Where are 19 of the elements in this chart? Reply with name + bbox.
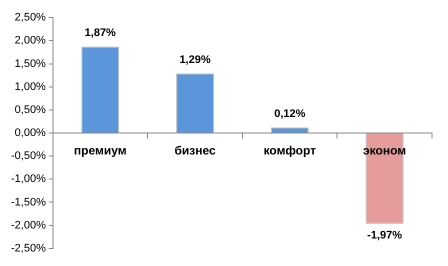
x-tick-label: эконом [363, 144, 406, 158]
data-label: 1,87% [84, 27, 116, 40]
x-tick-label: премиум [74, 144, 127, 158]
x-tick-label: бизнес [174, 144, 216, 158]
data-label: -1,97% [367, 229, 402, 242]
y-tick-label: 2,00% [14, 34, 46, 47]
data-label: 0,12% [274, 108, 306, 120]
y-tick-label: 1,50% [14, 58, 46, 70]
y-tick-label: -2,50% [10, 242, 46, 254]
y-tick-label: -1,50% [10, 196, 46, 208]
y-tick-label: -0,50% [10, 150, 46, 162]
y-tick-label: -1,00% [10, 173, 46, 186]
data-label: 1,29% [179, 54, 211, 66]
y-tick-label: 1,00% [14, 80, 46, 93]
x-tick-label: комфорт [264, 144, 316, 158]
y-tick-label: 2,50% [14, 12, 46, 24]
y-tick-label: 0,50% [14, 104, 46, 116]
y-tick-label: 0,00% [14, 127, 46, 140]
y-tick-label: -2,00% [10, 219, 46, 232]
